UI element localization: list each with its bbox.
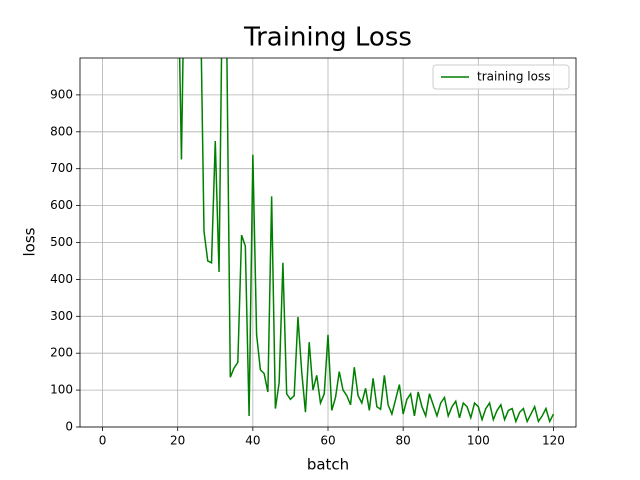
- x-tick-label: 120: [542, 434, 565, 448]
- y-tick-label: 500: [50, 235, 73, 249]
- y-tick-label: 400: [50, 272, 73, 286]
- y-tick-label: 300: [50, 309, 73, 323]
- x-tick-label: 20: [170, 434, 185, 448]
- x-tick-label: 80: [396, 434, 411, 448]
- y-tick-label: 100: [50, 383, 73, 397]
- line: [178, 58, 555, 424]
- x-tick-label: 0: [99, 434, 107, 448]
- x-tick-label: 100: [467, 434, 490, 448]
- y-tick-label: 0: [65, 420, 73, 434]
- y-tick-label: 200: [50, 346, 73, 360]
- chart-title: Training Loss: [243, 23, 412, 53]
- y-tick-label: 600: [50, 198, 73, 212]
- y-tick-label: 900: [50, 87, 73, 101]
- x-tick-label: 60: [320, 434, 335, 448]
- x-tick-label: 40: [245, 434, 260, 448]
- plot-frame: [79, 57, 577, 428]
- y-tick-label: 800: [50, 124, 73, 138]
- legend-label: training loss: [477, 70, 550, 84]
- x-axis-label: batch: [307, 456, 349, 474]
- legend-box: [432, 64, 570, 90]
- y-axis-label: loss: [21, 227, 39, 256]
- y-tick-label: 700: [50, 161, 73, 175]
